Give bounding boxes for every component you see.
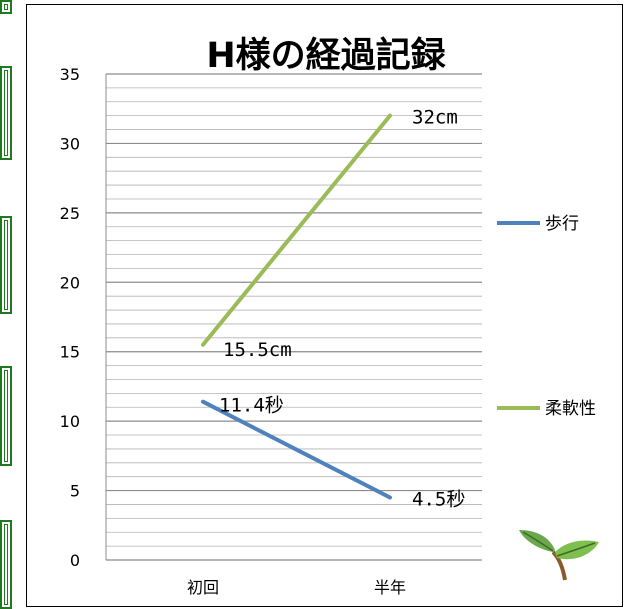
- y-tick-label: 35: [60, 65, 80, 84]
- grid-lines: [105, 73, 482, 561]
- data-label: 11.4秒: [219, 395, 284, 417]
- legend-label: 柔軟性: [545, 399, 596, 419]
- y-tick-label: 15: [60, 343, 80, 362]
- y-tick-label: 25: [60, 204, 80, 223]
- data-label: 32cm: [412, 107, 458, 129]
- y-tick-label: 30: [60, 134, 80, 153]
- x-category-label: 半年: [374, 578, 406, 597]
- side-decor-3: [0, 216, 12, 314]
- leaf-sprout-icon: [519, 530, 599, 581]
- chart-frame: [26, 4, 623, 607]
- y-tick-label: 5: [70, 482, 80, 501]
- side-decor-4: [0, 366, 12, 466]
- series-line: [201, 399, 392, 500]
- data-labels: 11.4秒 4.5秒 15.5cm 32cm: [219, 107, 465, 511]
- chart-title: H様の経過記録: [206, 36, 446, 76]
- y-axis-ticks: 0 5 10 15 20 25 30 35: [60, 65, 80, 570]
- data-label: 4.5秒: [412, 489, 465, 511]
- data-label: 15.5cm: [223, 339, 292, 361]
- x-category-label: 初回: [187, 578, 219, 597]
- side-decor-2: [0, 66, 12, 160]
- series-line: [201, 113, 392, 347]
- y-tick-label: 10: [60, 412, 80, 431]
- y-tick-label: 0: [70, 551, 80, 570]
- side-decor-1: [0, 0, 12, 14]
- y-tick-label: 20: [60, 273, 80, 292]
- side-decor-5: [0, 520, 12, 609]
- series-lines: [201, 113, 392, 500]
- legend-label: 歩行: [545, 214, 579, 234]
- x-axis-categories: 初回 半年: [187, 578, 406, 597]
